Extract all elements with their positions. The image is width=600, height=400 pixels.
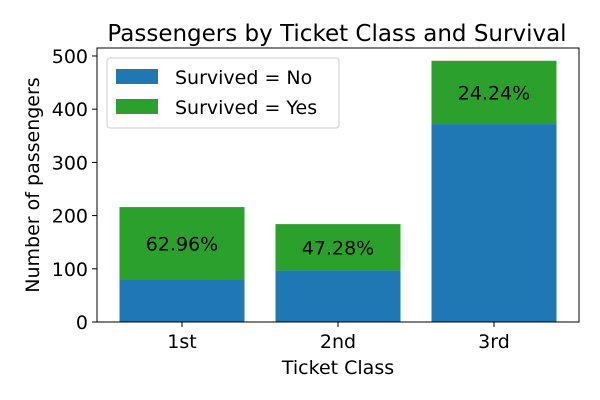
data-labels-group: 62.96% 47.28% 24.24%	[146, 82, 530, 259]
bar-3rd-no	[431, 124, 557, 322]
x-axis: 1st 2nd 3rd	[167, 322, 510, 353]
y-tick-label: 200	[52, 206, 88, 228]
bar-3rd-yes	[431, 60, 557, 125]
y-tick-label: 400	[52, 99, 88, 121]
x-tick-label: 2nd	[320, 331, 356, 353]
x-axis-label: Ticket Class	[281, 357, 394, 379]
legend-swatch-no	[116, 69, 158, 84]
legend-swatch-yes	[116, 99, 158, 114]
x-tick-label: 3rd	[478, 331, 510, 353]
data-label-2nd: 47.28%	[302, 237, 374, 259]
bar-2nd-yes	[275, 224, 401, 271]
legend: Survived = No Survived = Yes	[106, 57, 340, 129]
legend-label-yes: Survived = Yes	[175, 97, 317, 119]
legend-label-no: Survived = No	[175, 67, 312, 89]
data-label-3rd: 24.24%	[458, 82, 530, 104]
bar-2nd-no	[275, 270, 401, 322]
bars-group	[119, 60, 557, 322]
y-tick-label: 100	[52, 259, 88, 281]
y-axis: 0 100 200 300 400 500	[52, 46, 97, 334]
y-tick-label: 500	[52, 46, 88, 68]
y-tick-label: 300	[52, 152, 88, 174]
bar-1st-yes	[119, 207, 245, 280]
data-label-1st: 62.96%	[146, 233, 218, 255]
bar-1st-no	[119, 279, 245, 322]
chart-title: Passengers by Ticket Class and Survival	[107, 21, 566, 47]
x-tick-label: 1st	[167, 331, 196, 353]
y-tick-label: 0	[76, 312, 88, 334]
y-axis-label: Number of passengers	[22, 77, 44, 292]
legend-box	[106, 57, 340, 129]
